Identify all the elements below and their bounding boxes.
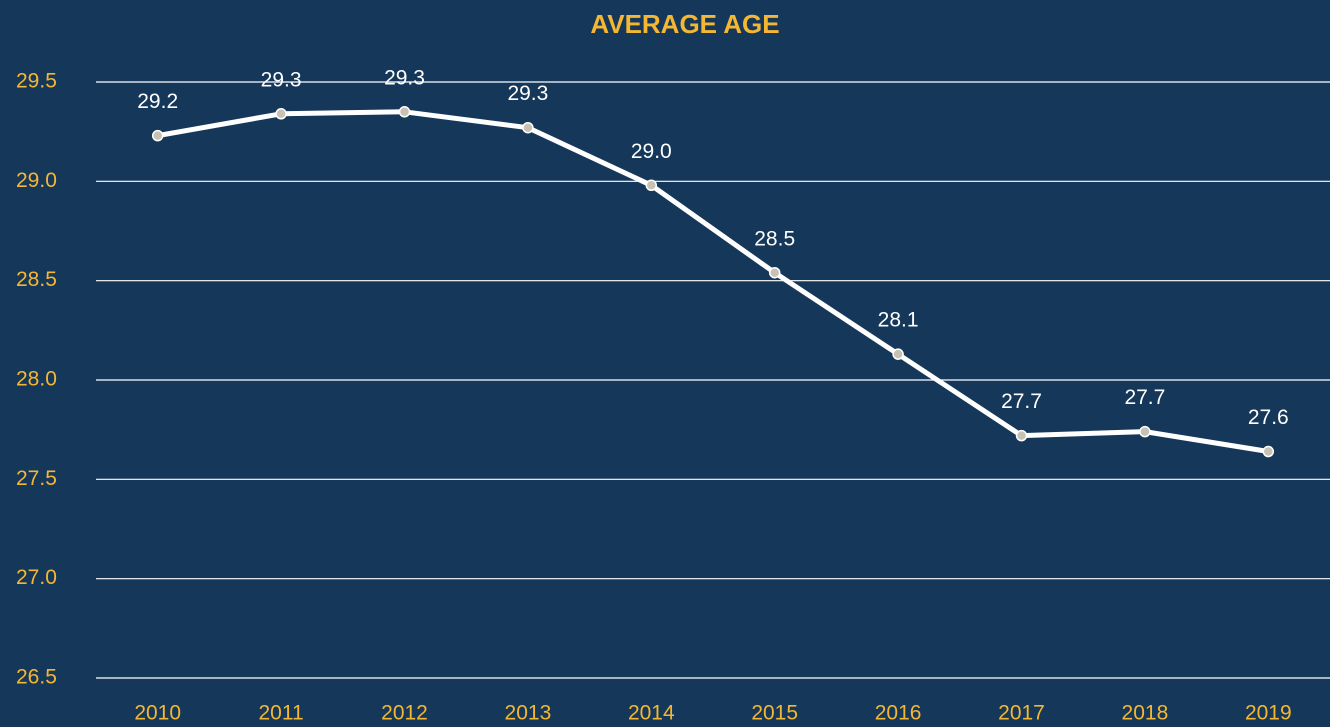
data-label: 27.6 (1248, 406, 1289, 429)
data-label: 28.1 (878, 309, 919, 332)
marker (768, 266, 781, 279)
y-tick-label: 28.0 (16, 368, 57, 391)
y-tick-label: 26.5 (16, 666, 57, 689)
x-tick-label: 2016 (875, 702, 922, 725)
y-tick-label: 27.5 (16, 467, 57, 490)
chart-title: AVERAGE AGE (590, 9, 779, 39)
marker (1015, 429, 1028, 442)
marker (398, 106, 411, 118)
marker (151, 129, 164, 142)
marker (275, 108, 287, 120)
x-tick-label: 2010 (134, 702, 181, 725)
marker (1262, 445, 1275, 458)
x-tick-label: 2015 (751, 702, 798, 725)
data-label: 27.7 (1124, 386, 1165, 409)
data-label: 28.5 (754, 227, 795, 250)
data-label: 29.2 (137, 90, 178, 113)
marker (1139, 425, 1151, 438)
data-label: 29.3 (384, 66, 425, 89)
marker (522, 121, 534, 134)
x-tick-label: 2014 (628, 702, 675, 725)
data-label: 29.3 (507, 82, 548, 105)
y-tick-label: 29.0 (16, 169, 57, 192)
x-tick-label: 2011 (259, 702, 304, 725)
data-label: 27.7 (1001, 390, 1042, 413)
x-tick-label: 2013 (505, 702, 552, 725)
y-tick-label: 28.5 (16, 268, 57, 291)
y-tick-label: 27.0 (16, 566, 57, 589)
y-tick-label: 29.5 (16, 70, 57, 93)
x-tick-label: 2012 (381, 702, 428, 725)
data-label: 29.0 (631, 140, 672, 163)
data-label: 29.3 (261, 68, 302, 91)
x-tick-label: 2018 (1122, 702, 1169, 725)
marker (645, 179, 658, 192)
x-tick-label: 2019 (1245, 702, 1292, 725)
line (157, 109, 1269, 454)
x-tick-label: 2017 (998, 702, 1045, 725)
marker (892, 348, 904, 360)
